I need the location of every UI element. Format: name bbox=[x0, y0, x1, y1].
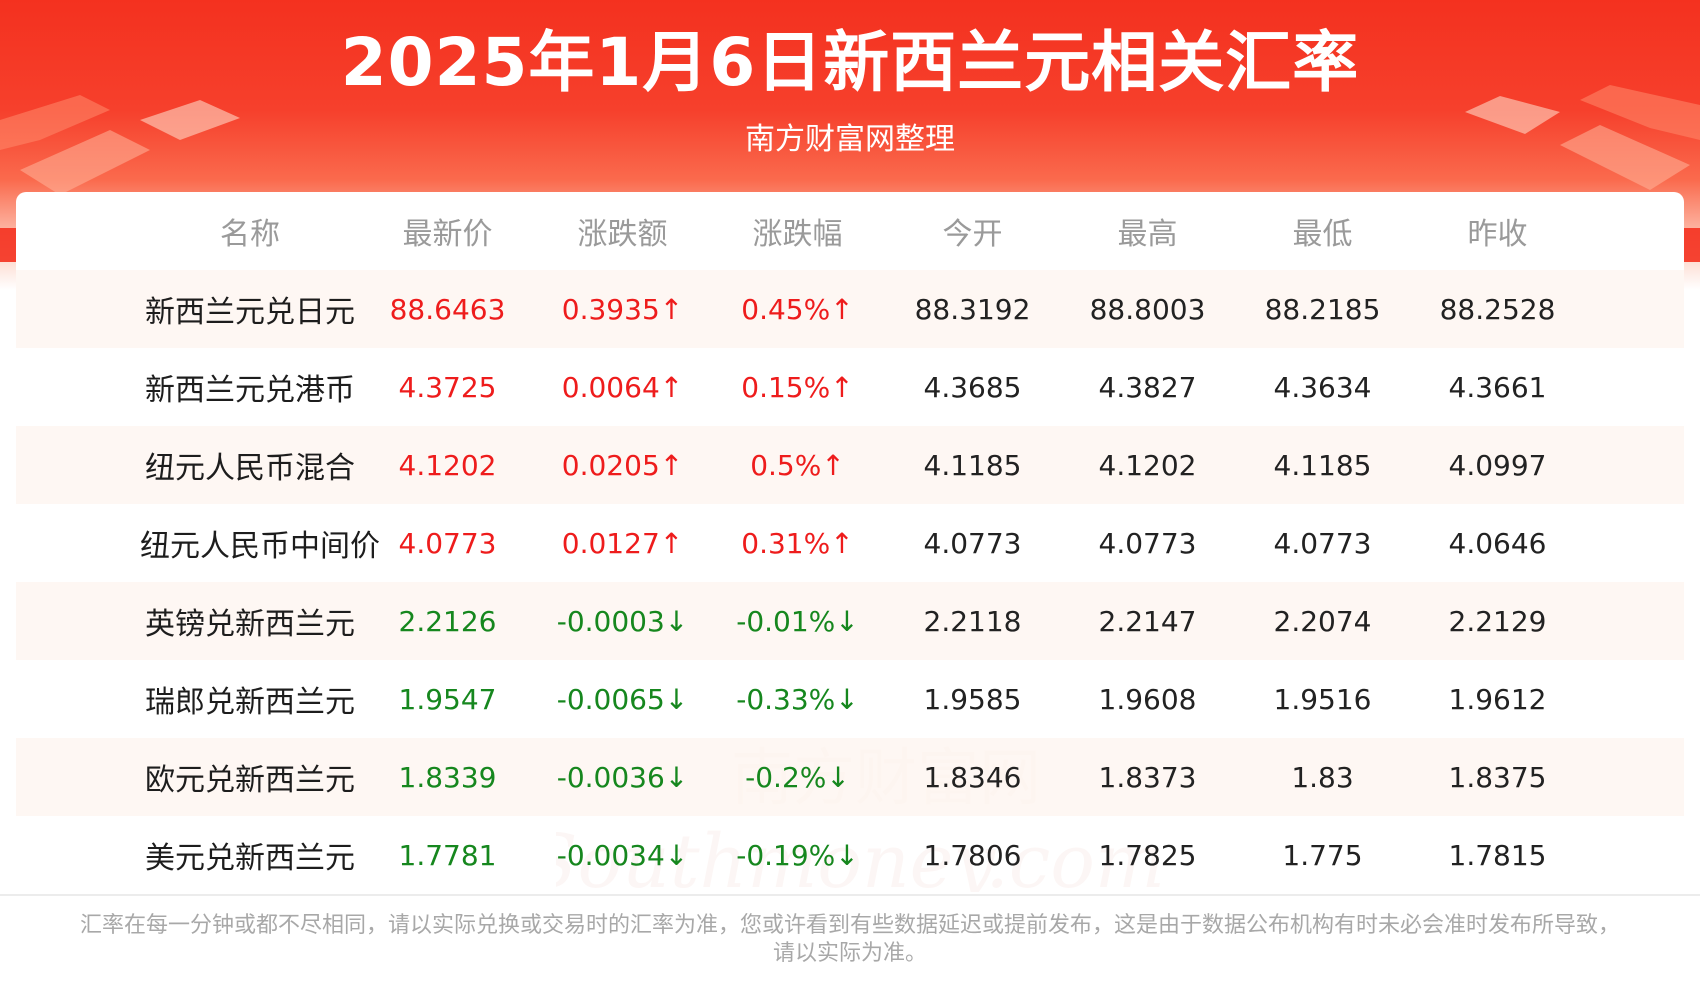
row-open: 4.1185 bbox=[923, 448, 1022, 482]
row-prev: 1.7815 bbox=[1448, 838, 1547, 872]
row-high: 1.9608 bbox=[1098, 682, 1197, 716]
column-header-pct: 涨跌幅 bbox=[752, 217, 843, 252]
row-pct: 0.45%↑ bbox=[741, 292, 854, 326]
row-latest: 1.7781 bbox=[398, 838, 497, 872]
row-latest: 4.0773 bbox=[398, 526, 497, 560]
row-open: 1.9585 bbox=[923, 682, 1022, 716]
row-low: 2.2074 bbox=[1273, 604, 1372, 638]
row-latest: 1.9547 bbox=[398, 682, 497, 716]
page-subtitle: 南方财富网整理 bbox=[745, 122, 955, 157]
row-pct: 0.31%↑ bbox=[741, 526, 854, 560]
table-row: 美元兑新西兰元 1.7781 -0.0034↓ -0.19%↓ 1.7806 1.7825… bbox=[16, 816, 1684, 892]
row-prev: 88.2528 bbox=[1439, 292, 1556, 326]
row-open: 1.8346 bbox=[923, 760, 1022, 794]
table-row: 新西兰元兑日元 88.6463 0.3935↑ 0.45%↑ 88.3192 88.800… bbox=[16, 270, 1684, 348]
row-high: 88.8003 bbox=[1089, 292, 1206, 326]
row-change: -0.0003↓ bbox=[556, 604, 689, 638]
row-high: 4.3827 bbox=[1098, 370, 1197, 404]
row-open: 4.3685 bbox=[923, 370, 1022, 404]
row-change: -0.0034↓ bbox=[556, 838, 689, 872]
row-name: 纽元人民币中间价 bbox=[140, 529, 380, 564]
row-latest: 4.1202 bbox=[398, 448, 497, 482]
row-name: 欧元兑新西兰元 bbox=[145, 763, 355, 798]
stripe-decoration-right bbox=[1682, 228, 1700, 262]
row-change: 0.3935↑ bbox=[561, 292, 684, 326]
row-change: 0.0064↑ bbox=[561, 370, 684, 404]
row-prev: 2.2129 bbox=[1448, 604, 1547, 638]
row-high: 4.0773 bbox=[1098, 526, 1197, 560]
row-high: 2.2147 bbox=[1098, 604, 1197, 638]
row-name: 新西兰元兑日元 bbox=[145, 295, 355, 330]
row-latest: 1.8339 bbox=[398, 760, 497, 794]
row-pct: 0.5%↑ bbox=[750, 448, 845, 482]
stripe-decoration-left bbox=[0, 228, 18, 262]
column-header-prev: 昨收 bbox=[1467, 217, 1528, 252]
column-header-name: 名称 bbox=[220, 217, 280, 252]
row-high: 1.8373 bbox=[1098, 760, 1197, 794]
row-latest: 88.6463 bbox=[389, 292, 506, 326]
row-low: 1.9516 bbox=[1273, 682, 1372, 716]
row-open: 88.3192 bbox=[914, 292, 1031, 326]
diamond-decoration-left bbox=[140, 100, 240, 140]
table-header: 名称 最新价 涨跌额 涨跌幅 今开 最高 最低 昨收 bbox=[16, 192, 1684, 270]
row-change: 0.0127↑ bbox=[561, 526, 684, 560]
row-latest: 2.2126 bbox=[398, 604, 497, 638]
row-low: 4.0773 bbox=[1273, 526, 1372, 560]
table-row: 欧元兑新西兰元 1.8339 -0.0036↓ -0.2%↓ 1.8346 1.8373 1… bbox=[16, 738, 1684, 816]
row-low: 88.2185 bbox=[1264, 292, 1381, 326]
disclaimer: 汇率在每一分钟或都不尽相同，请以实际兑换或交易时的汇率为准，您或许看到有些数据延… bbox=[60, 912, 1640, 968]
arrow-decoration-left bbox=[0, 95, 110, 150]
row-name: 英镑兑新西兰元 bbox=[145, 607, 355, 642]
row-low: 4.1185 bbox=[1273, 448, 1372, 482]
row-pct: -0.33%↓ bbox=[736, 682, 859, 716]
table-row: 纽元人民币混合 4.1202 0.0205↑ 0.5%↑ 4.1185 4.1202 4.1… bbox=[16, 426, 1684, 504]
table-row: 瑞郎兑新西兰元 1.9547 -0.0065↓ -0.33%↓ 1.9585 1.9608… bbox=[16, 660, 1684, 738]
row-name: 瑞郎兑新西兰元 bbox=[145, 685, 355, 720]
page-title: 2025年1月6日新西兰元相关汇率 bbox=[340, 24, 1360, 101]
row-low: 1.83 bbox=[1291, 760, 1354, 794]
row-change: -0.0065↓ bbox=[556, 682, 689, 716]
row-high: 1.7825 bbox=[1098, 838, 1197, 872]
row-prev: 4.3661 bbox=[1448, 370, 1547, 404]
row-prev: 4.0646 bbox=[1448, 526, 1547, 560]
row-prev: 1.8375 bbox=[1448, 760, 1547, 794]
row-pct: -0.01%↓ bbox=[736, 604, 859, 638]
table-row: 英镑兑新西兰元 2.2126 -0.0003↓ -0.01%↓ 2.2118 2.2147… bbox=[16, 582, 1684, 660]
row-name: 纽元人民币混合 bbox=[145, 451, 355, 486]
banner-decoration bbox=[0, 85, 1700, 262]
row-prev: 1.9612 bbox=[1448, 682, 1547, 716]
arrow-decoration-left-2 bbox=[20, 130, 150, 195]
row-low: 1.775 bbox=[1282, 838, 1363, 872]
column-header-latest: 最新价 bbox=[402, 217, 493, 252]
row-prev: 4.0997 bbox=[1448, 448, 1547, 482]
row-latest: 4.3725 bbox=[398, 370, 497, 404]
column-header-open: 今开 bbox=[942, 217, 1003, 252]
row-pct: -0.19%↓ bbox=[736, 838, 859, 872]
footer-divider bbox=[0, 894, 1700, 896]
row-pct: 0.15%↑ bbox=[741, 370, 854, 404]
row-open: 2.2118 bbox=[923, 604, 1022, 638]
row-change: -0.0036↓ bbox=[556, 760, 689, 794]
rates-table: 名称 最新价 涨跌额 涨跌幅 今开 最高 最低 昨收 新西兰元兑日元 88.646… bbox=[16, 192, 1684, 892]
arrow-decoration-right-2 bbox=[1560, 125, 1690, 190]
row-low: 4.3634 bbox=[1273, 370, 1372, 404]
row-pct: -0.2%↓ bbox=[745, 760, 850, 794]
column-header-change: 涨跌额 bbox=[577, 217, 668, 252]
column-header-high: 最高 bbox=[1117, 217, 1178, 252]
disclaimer-line-2: 请以实际为准。 bbox=[772, 941, 927, 966]
table-row: 新西兰元兑港币 4.3725 0.0064↑ 0.15%↑ 4.3685 4.3827 4.… bbox=[16, 348, 1684, 426]
table-row: 纽元人民币中间价 4.0773 0.0127↑ 0.31%↑ 4.0773 4.0773 4… bbox=[16, 504, 1684, 582]
row-name: 新西兰元兑港币 bbox=[145, 373, 355, 408]
column-header-low: 最低 bbox=[1292, 217, 1353, 252]
diamond-decoration-right bbox=[1465, 96, 1560, 134]
disclaimer-line-1: 汇率在每一分钟或都不尽相同，请以实际兑换或交易时的汇率为准，您或许看到有些数据延… bbox=[79, 913, 1620, 938]
table-body: 新西兰元兑日元 88.6463 0.3935↑ 0.45%↑ 88.3192 88.800… bbox=[16, 270, 1684, 892]
row-open: 1.7806 bbox=[923, 838, 1022, 872]
arrow-decoration-right bbox=[1580, 85, 1700, 140]
row-name: 美元兑新西兰元 bbox=[145, 841, 355, 876]
row-high: 4.1202 bbox=[1098, 448, 1197, 482]
row-open: 4.0773 bbox=[923, 526, 1022, 560]
row-change: 0.0205↑ bbox=[561, 448, 684, 482]
